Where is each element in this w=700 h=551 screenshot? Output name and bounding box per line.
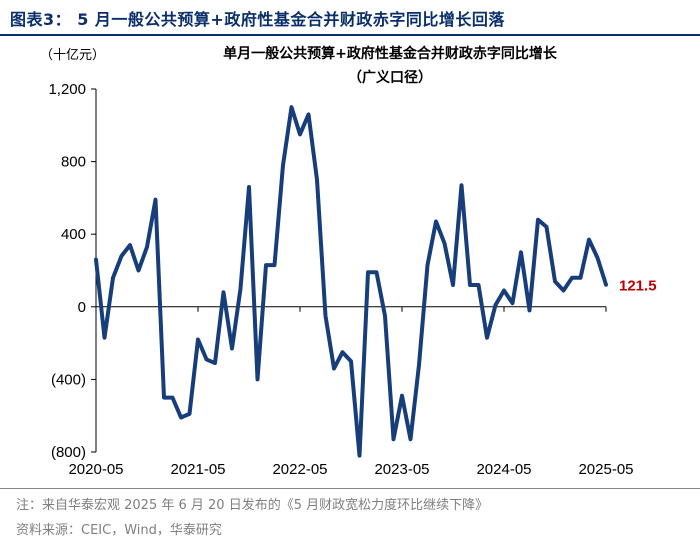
footer-divider [0, 488, 700, 489]
y-tick-label: 400 [61, 226, 86, 243]
y-tick-label: (800) [51, 444, 86, 461]
series-line [94, 105, 608, 458]
title-divider [0, 34, 700, 36]
x-tick-label: 2020-05 [68, 461, 123, 478]
footnote: 注：来自华泰宏观 2025 年 6 月 20 日发布的《5 月财政宽松力度环比继… [16, 498, 489, 513]
chart-title-line2: （广义口径） [348, 70, 432, 86]
source-line: 资料来源：CEIC，Wind，华泰研究 [16, 523, 222, 538]
x-tick-label: 2025-05 [578, 461, 633, 478]
chart-title: 单月一般公共预算+政府性基金合并财政赤字同比增长 （广义口径） [175, 42, 605, 90]
figure-title: 图表3： 5 月一般公共预算+政府性基金合并财政赤字同比增长回落 [10, 10, 505, 29]
x-tick-label: 2023-05 [374, 461, 429, 478]
unit-label: （十亿元） [40, 48, 106, 63]
x-tick-label: 2021-05 [170, 461, 225, 478]
x-tick-label: 2022-05 [272, 461, 327, 478]
chart-title-line1: 单月一般公共预算+政府性基金合并财政赤字同比增长 [223, 46, 557, 62]
y-tick-label: 0 [78, 299, 86, 316]
end-value-label: 121.5 [619, 278, 657, 295]
y-tick-label: 800 [61, 154, 86, 171]
x-tick-label: 2024-05 [476, 461, 531, 478]
y-tick-label: 1,200 [48, 81, 86, 98]
y-tick-label: (400) [51, 371, 86, 388]
